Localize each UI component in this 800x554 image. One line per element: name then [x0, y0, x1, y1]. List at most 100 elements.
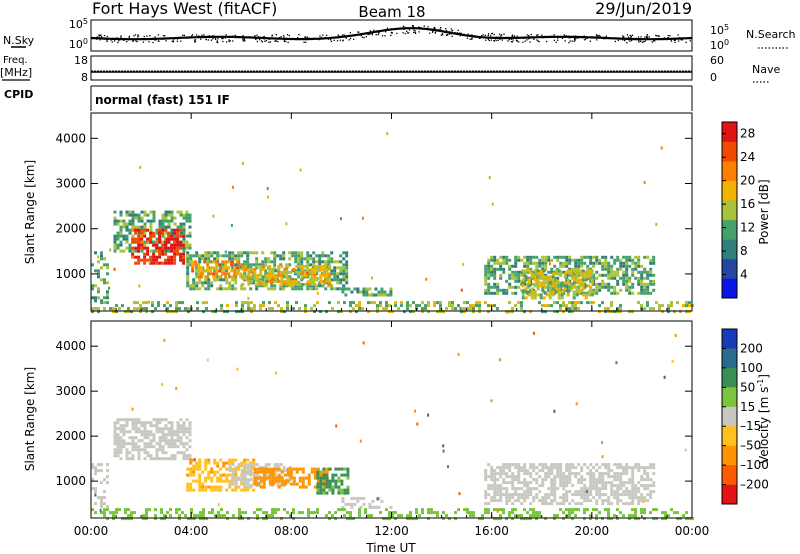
- data-cell: [304, 282, 308, 286]
- data-cell: [487, 288, 491, 292]
- nsky-dot: [303, 41, 305, 43]
- data-cell: [562, 310, 565, 314]
- data-cell: [197, 263, 201, 267]
- data-cell: [391, 310, 394, 314]
- data-cell: [280, 270, 284, 274]
- data-cell: [649, 493, 653, 497]
- data-cell: [179, 424, 183, 428]
- data-cell: [198, 287, 202, 291]
- nsky-dot: [467, 33, 469, 35]
- data-cell: [339, 269, 343, 273]
- data-region: [91, 508, 694, 521]
- nsky-dot: [402, 25, 405, 27]
- nsky-dot: [157, 38, 159, 40]
- data-cell: [256, 264, 260, 268]
- data-cell: [239, 275, 243, 279]
- data-cell: [430, 511, 433, 515]
- data-cell: [97, 296, 100, 300]
- data-cell: [167, 261, 171, 265]
- data-cell: [298, 467, 302, 471]
- data-cell: [282, 251, 286, 255]
- noise-cell: [458, 492, 461, 496]
- data-cell: [313, 470, 317, 474]
- data-cell: [514, 466, 518, 470]
- data-cell: [649, 258, 653, 262]
- data-cell: [619, 307, 622, 311]
- data-cell: [100, 254, 103, 258]
- data-cell: [228, 284, 232, 288]
- nsky-dot: [180, 40, 182, 42]
- data-cell: [121, 304, 124, 308]
- data-cell: [565, 481, 569, 485]
- data-cell: [424, 304, 427, 308]
- data-cell: [103, 514, 106, 518]
- data-cell: [472, 304, 475, 308]
- nsky-dot: [622, 35, 624, 37]
- data-cell: [319, 470, 323, 474]
- data-cell: [268, 473, 272, 477]
- data-cell: [616, 255, 620, 259]
- data-cell: [325, 310, 328, 314]
- data-cell: [622, 502, 626, 506]
- data-cell: [277, 264, 281, 268]
- nsky-dot: [646, 34, 648, 36]
- data-cell: [249, 275, 253, 279]
- data-cell: [643, 517, 646, 521]
- data-cell: [356, 287, 360, 291]
- velocity-axis-ticks: 00:00 04:00 08:00 12:00 16:00 20:00 00:0010002…: [55, 321, 709, 538]
- data-cell: [559, 304, 562, 308]
- data-cell: [119, 457, 123, 461]
- data-cell: [198, 482, 202, 486]
- data-cell: [201, 470, 205, 474]
- nsky-dot: [656, 35, 658, 37]
- data-cell: [356, 290, 360, 294]
- data-cell: [412, 310, 415, 314]
- nsky-dot: [501, 39, 503, 41]
- data-cell: [225, 278, 229, 282]
- data-cell: [520, 514, 523, 518]
- data-cell: [505, 255, 509, 259]
- data-cell: [249, 287, 253, 291]
- data-cell: [222, 479, 226, 483]
- data-cell: [463, 301, 466, 305]
- nsky-dot: [549, 36, 551, 38]
- nsky-dot: [553, 39, 555, 41]
- data-cell: [595, 499, 599, 503]
- data-cell: [103, 478, 106, 482]
- nsky-dot: [621, 39, 624, 41]
- data-cell: [204, 251, 208, 255]
- data-cell: [327, 254, 331, 258]
- data-cell: [589, 475, 593, 479]
- colorbar-swatch: [722, 387, 737, 407]
- nsky-dot: [308, 37, 311, 39]
- data-cell: [622, 514, 625, 518]
- data-cell: [631, 270, 635, 274]
- data-cell: [577, 490, 581, 494]
- data-cell: [610, 481, 614, 485]
- data-cell: [514, 255, 518, 259]
- data-cell: [499, 475, 503, 479]
- data-cell: [149, 237, 153, 241]
- data-cell: [256, 517, 259, 521]
- data-cell: [619, 304, 622, 308]
- data-cell: [158, 222, 162, 226]
- data-cell: [493, 517, 496, 521]
- data-cell: [274, 301, 277, 305]
- data-cell: [201, 257, 205, 261]
- data-cell: [613, 484, 617, 488]
- nsky-dot: [158, 40, 160, 42]
- nsky-dot: [263, 36, 265, 38]
- data-cell: [280, 282, 284, 286]
- data-cell: [195, 284, 199, 288]
- data-cell: [189, 458, 193, 462]
- colorbar-tick-label: 24: [740, 150, 755, 164]
- nsky-dot: [414, 31, 416, 34]
- data-cell: [679, 310, 682, 314]
- data-cell: [359, 505, 363, 509]
- data-cell: [578, 281, 582, 285]
- data-cell: [505, 490, 509, 494]
- data-cell: [271, 508, 274, 512]
- nsky-dot: [667, 37, 669, 39]
- data-cell: [643, 496, 647, 500]
- data-cell: [587, 293, 591, 297]
